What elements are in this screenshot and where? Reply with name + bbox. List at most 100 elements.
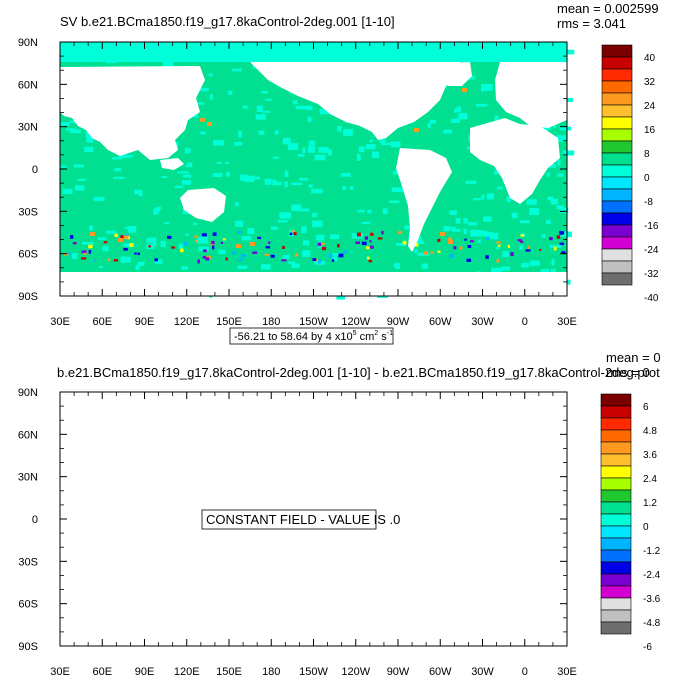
bottom-colorbar-box	[600, 489, 632, 503]
ocean-cell	[340, 172, 351, 177]
ocean-cell	[463, 228, 467, 235]
bottom-x-tick-label: 150E	[216, 666, 242, 678]
ocean-cell	[137, 261, 145, 266]
ocean-cell	[160, 240, 166, 248]
ocean-cell	[541, 234, 546, 238]
bottom-colorbar-label: -1.2	[643, 546, 661, 557]
ocean-cell	[332, 253, 343, 256]
top-colorbar-box	[601, 56, 633, 70]
top-y-tick-label: 60N	[18, 79, 38, 91]
eddy-cell	[453, 246, 457, 250]
land-mask-shape	[60, 66, 205, 160]
top-colorbar-box	[601, 80, 633, 94]
eddy-cell	[549, 237, 553, 241]
top-colorbar: 40 32 24 16 8 0 -8 -16 -24 -32 -40	[601, 44, 659, 304]
ocean-cell	[371, 151, 380, 158]
ocean-cell	[486, 193, 495, 200]
ocean-cell	[127, 225, 137, 233]
bottom-y-tick-label: 90S	[18, 641, 38, 653]
ocean-cell	[551, 259, 555, 266]
boundary-current-cell	[414, 128, 419, 132]
eddy-cell	[281, 259, 287, 262]
ocean-cell	[209, 295, 213, 298]
ocean-cell	[255, 114, 266, 120]
bottom-x-tick-label: 30E	[50, 666, 70, 678]
bottom-rms: rms = 0	[606, 365, 650, 380]
ocean-cell	[134, 189, 143, 195]
eddy-cell	[539, 248, 542, 251]
ocean-cell	[546, 172, 550, 177]
ocean-cell	[502, 251, 509, 258]
ocean-cell	[319, 108, 331, 115]
ocean-cell	[209, 94, 213, 100]
ocean-cell	[279, 212, 291, 219]
ocean-cell	[198, 246, 209, 252]
eddy-cell	[561, 251, 566, 254]
ocean-cell	[284, 181, 288, 188]
ocean-cell	[77, 178, 86, 181]
ocean-cell	[84, 146, 94, 152]
land-mask-shape	[396, 148, 452, 252]
eddy-cell	[430, 251, 435, 254]
top-panel: SV b.e21.BCma1850.f19_g17.8kaControl-2de…	[18, 1, 659, 345]
ocean-cell	[314, 154, 326, 161]
svg-text:CONSTANT FIELD - VALUE IS .0: CONSTANT FIELD - VALUE IS .0	[206, 512, 400, 527]
ocean-cell	[332, 256, 338, 262]
ocean-cell	[550, 198, 559, 205]
eddy-cell	[556, 235, 561, 239]
eddy-cell	[322, 246, 327, 251]
bottom-x-tick-label: 150W	[299, 666, 328, 678]
ocean-cell	[271, 179, 277, 183]
bottom-title: b.e21.BCma1850.f19_g17.8kaControl-2deg.0…	[57, 365, 660, 380]
ocean-cell	[224, 161, 229, 164]
top-y-tick-label: 30N	[18, 122, 38, 134]
top-colorbar-box	[601, 188, 633, 202]
ocean-cell	[308, 140, 316, 146]
eddy-cell	[88, 249, 92, 254]
ocean-cell	[546, 219, 551, 225]
ocean-cell	[560, 231, 572, 238]
ocean-cell	[379, 136, 386, 143]
ocean-cell	[270, 226, 278, 230]
boundary-current-cell	[236, 244, 241, 248]
ocean-cell	[521, 262, 529, 268]
ocean-cell	[413, 240, 424, 245]
bottom-colorbar-box	[600, 429, 632, 443]
top-x-tick-label: 0	[522, 316, 528, 328]
ocean-cell	[121, 154, 133, 158]
bottom-colorbar-box	[600, 441, 632, 455]
ocean-cell	[161, 176, 168, 179]
ocean-cell	[429, 119, 436, 124]
ocean-cell	[391, 187, 404, 193]
ocean-cell	[506, 196, 511, 203]
ocean-cell	[483, 216, 492, 222]
eddy-cell	[470, 240, 474, 243]
bottom-colorbar-box	[600, 465, 632, 479]
eddy-cell	[368, 259, 373, 263]
boundary-current-cell	[200, 118, 205, 122]
ocean-cell	[93, 196, 105, 202]
ocean-cell	[102, 246, 109, 252]
ocean-cell	[350, 185, 354, 190]
ocean-cell	[184, 148, 191, 154]
bottom-colorbar-label: -3.6	[643, 594, 661, 605]
eddy-cell	[369, 240, 372, 243]
eddy-cell	[171, 246, 176, 249]
bottom-colorbar-box	[600, 393, 632, 407]
ocean-cell	[69, 128, 75, 133]
bottom-x-axis: 30E 60E 90E 120E 150E 180 150W 120W 90W 60W 30W 0 30…	[50, 392, 577, 678]
eddy-cell	[466, 258, 472, 262]
bottom-colorbar-box	[600, 513, 632, 527]
eddy-cell	[312, 258, 317, 261]
ocean-cell	[312, 220, 323, 228]
eddy-cell	[423, 251, 428, 255]
ocean-cell	[234, 202, 239, 207]
eddy-cell	[103, 241, 108, 244]
bottom-colorbar-box	[600, 477, 632, 491]
boundary-current-cell	[207, 122, 212, 126]
top-colorbar-box	[601, 152, 633, 166]
ocean-cell	[183, 174, 192, 178]
top-colorbar-label: -16	[644, 221, 659, 232]
top-x-axis: 30E 60E 90E 120E 150E 180 150W 120W 90W 60W 30W 0 30…	[50, 42, 577, 328]
ocean-cell	[261, 91, 268, 94]
